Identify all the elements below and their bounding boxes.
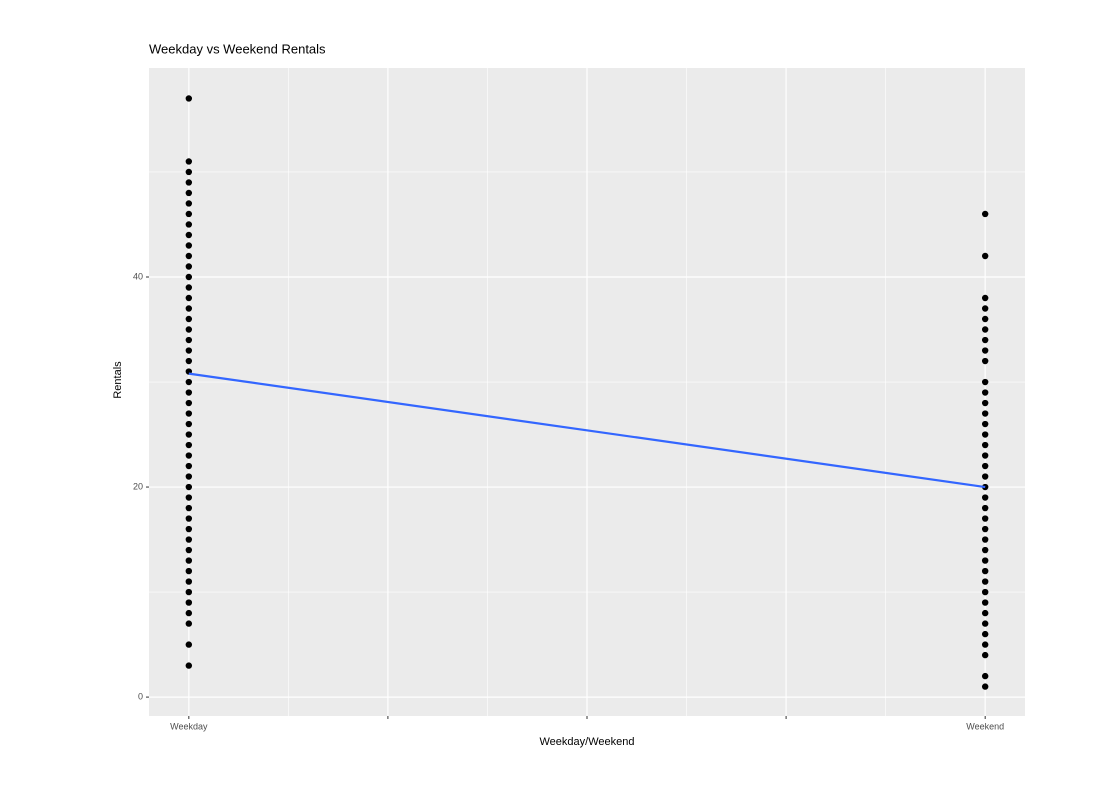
point	[981, 515, 989, 522]
point	[981, 651, 989, 659]
point	[185, 578, 193, 585]
point	[185, 179, 193, 186]
point	[185, 399, 193, 407]
point	[185, 315, 193, 323]
point	[185, 452, 193, 459]
point	[185, 284, 193, 291]
point	[185, 410, 193, 417]
point	[185, 567, 193, 575]
point	[185, 252, 193, 260]
point	[981, 630, 989, 638]
point	[981, 609, 989, 617]
point	[185, 221, 193, 228]
point	[981, 315, 989, 323]
point	[185, 483, 193, 491]
point	[185, 210, 193, 218]
y-tick-label: 20	[133, 481, 143, 491]
trend-line	[188, 372, 986, 489]
point	[185, 420, 193, 428]
point	[981, 305, 989, 312]
x-axis-label: Weekday/Weekend	[540, 736, 635, 748]
point	[981, 620, 989, 627]
point	[185, 641, 193, 648]
point	[185, 95, 193, 102]
point	[185, 473, 193, 480]
point	[981, 378, 989, 386]
point	[981, 672, 989, 680]
point	[981, 525, 989, 533]
point	[981, 504, 989, 512]
point	[185, 599, 193, 606]
point	[185, 588, 193, 596]
point	[185, 431, 193, 438]
point	[981, 399, 989, 407]
point	[185, 263, 193, 270]
point	[185, 357, 193, 365]
point	[981, 441, 989, 449]
point	[185, 189, 193, 197]
point	[981, 536, 989, 543]
point	[981, 473, 989, 480]
point	[185, 515, 193, 522]
point	[981, 252, 989, 260]
point	[185, 347, 193, 354]
point	[981, 599, 989, 606]
point	[981, 683, 989, 690]
point	[185, 620, 193, 627]
point	[185, 168, 193, 176]
point	[981, 557, 989, 564]
point	[981, 494, 989, 501]
point	[981, 641, 989, 648]
y-tick-label: 0	[138, 691, 143, 701]
point	[185, 273, 193, 281]
x-tick-label: Weekday	[170, 721, 208, 731]
point	[981, 210, 989, 218]
point	[185, 336, 193, 344]
point	[981, 578, 989, 585]
point	[185, 609, 193, 617]
point	[981, 336, 989, 344]
point	[981, 588, 989, 596]
point	[981, 389, 989, 396]
point	[185, 546, 193, 554]
point	[981, 294, 989, 302]
y-axis-label: Rentals	[112, 361, 124, 399]
x-tick-label: Weekend	[966, 721, 1004, 731]
point	[185, 504, 193, 512]
point	[185, 305, 193, 312]
point	[185, 378, 193, 386]
point	[185, 494, 193, 501]
point	[981, 567, 989, 575]
point	[185, 441, 193, 449]
point	[981, 347, 989, 354]
y-tick-label: 40	[133, 271, 143, 281]
point	[981, 431, 989, 438]
point	[981, 326, 989, 333]
point	[185, 326, 193, 333]
chart-title: Weekday vs Weekend Rentals	[149, 41, 326, 56]
point	[185, 389, 193, 396]
point	[185, 557, 193, 564]
point	[185, 462, 193, 470]
point	[981, 452, 989, 459]
point	[185, 294, 193, 302]
point	[185, 525, 193, 533]
point	[981, 420, 989, 428]
point	[185, 536, 193, 543]
point	[185, 231, 193, 239]
point	[185, 158, 193, 165]
point	[981, 546, 989, 554]
point	[185, 662, 193, 669]
point	[981, 357, 989, 365]
point	[185, 242, 193, 249]
point	[981, 410, 989, 417]
point	[185, 200, 193, 207]
point	[981, 462, 989, 470]
